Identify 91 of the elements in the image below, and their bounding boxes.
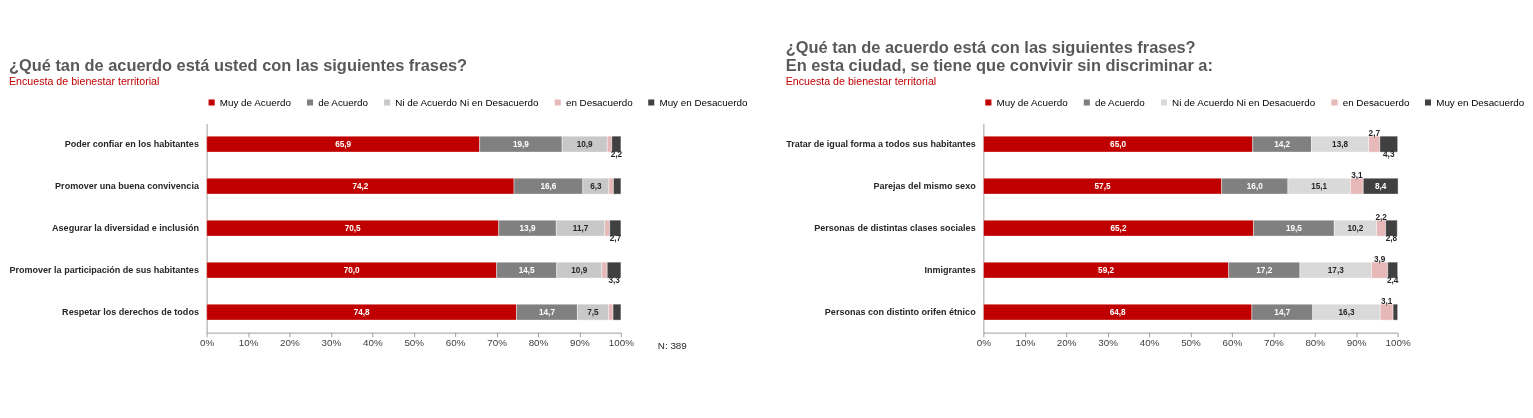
y-tick-label: Poder confiar en los habitantes [64, 138, 199, 149]
data-label: 70,0 [343, 265, 361, 275]
data-label: 14,7 [539, 307, 556, 317]
data-label: 13,9 [519, 223, 536, 233]
legend-label: de Acuerdo [318, 96, 369, 108]
legend-label: de Acuerdo [1095, 96, 1146, 108]
data-label: 74,2 [352, 181, 369, 191]
text: Encuesta de bienestar territorial [785, 75, 937, 87]
x-tick-label: 40% [1139, 337, 1160, 349]
y-tick-label: Tratar de igual forma a todos sus habitantes [786, 138, 976, 149]
data-label: 10,9 [576, 139, 594, 149]
chart-title: ¿Qué tan de acuerdo está usted con las siguientes frases? [8, 56, 468, 75]
data-label: 16,0 [1246, 181, 1264, 191]
legend-label: Muy de Acuerdo [996, 96, 1069, 108]
x-tick-label: 0% [200, 337, 215, 349]
legend-label: en Desacuerdo [1342, 96, 1410, 108]
y-tick-label: Respetar los derechos de todos [62, 306, 199, 317]
data-label: 16,6 [540, 181, 557, 191]
data-label: 15,1 [1311, 181, 1328, 191]
data-label: 2,8 [1385, 234, 1398, 244]
x-tick-label: 70% [487, 337, 508, 349]
y-tick-label: Asegurar la diversidad e inclusión [52, 222, 199, 233]
data-label: 8,4 [1374, 181, 1387, 191]
data-label: 59,2 [1098, 265, 1115, 275]
legend-label: Muy en Desacuerdo [1436, 96, 1525, 108]
y-tick-label: Personas con distinto orifen étnico [824, 306, 977, 317]
x-tick-label: 100% [608, 337, 635, 349]
x-tick-label: 50% [404, 337, 425, 349]
x-tick-label: 70% [1263, 337, 1284, 349]
data-label: 7,5 [587, 307, 600, 317]
data-label: 14,5 [518, 265, 536, 275]
data-label: 64,8 [1109, 307, 1127, 317]
x-tick-label: 60% [445, 337, 466, 349]
data-label: 2,7 [609, 234, 622, 244]
x-tick-label: 90% [1346, 337, 1367, 349]
text: Encuesta de bienestar territorial [8, 75, 160, 87]
data-label: 19,9 [512, 139, 530, 149]
data-label: 57,5 [1094, 181, 1111, 191]
data-label: 2,2 [610, 150, 623, 160]
x-tick-label: 10% [1015, 337, 1036, 349]
x-tick-label: 20% [1056, 337, 1077, 349]
data-label: 10,9 [571, 265, 588, 275]
data-label: 14,7 [1274, 307, 1291, 317]
data-label: 6,3 [590, 181, 602, 191]
x-tick-label: 20% [280, 337, 301, 349]
data-label: 13,8 [1332, 139, 1349, 149]
x-tick-label: 100% [1385, 337, 1411, 349]
x-tick-label: 90% [570, 337, 590, 349]
data-label: 65,9 [335, 139, 352, 149]
bar [612, 303, 622, 321]
data-label: 4,3 [1383, 150, 1395, 160]
text: N: 389 [657, 340, 687, 352]
data-label: 3,3 [608, 276, 621, 286]
data-label: 19,5 [1285, 223, 1303, 233]
data-label: 16,3 [1338, 307, 1355, 317]
data-label: 3,1 [1351, 170, 1363, 180]
data-label: 17,3 [1327, 265, 1345, 275]
y-tick-label: Inmigrantes [924, 264, 976, 275]
legend-label: Muy de Acuerdo [219, 96, 292, 108]
x-tick-label: 80% [528, 337, 549, 349]
x-tick-label: 50% [1181, 337, 1202, 349]
data-label: 70,5 [344, 223, 362, 233]
x-tick-label: 60% [1222, 337, 1243, 349]
data-label: 65,2 [1110, 223, 1127, 233]
data-label: 74,8 [353, 307, 371, 317]
x-tick-label: 80% [1305, 337, 1326, 349]
y-tick-label: Promover la participación de sus habitantes [9, 264, 199, 275]
x-tick-label: 40% [362, 337, 383, 349]
x-tick-label: 10% [238, 337, 259, 349]
data-label: 65,0 [1110, 139, 1127, 149]
data-label: 11,7 [572, 223, 589, 233]
data-label: 3,9 [1373, 254, 1386, 264]
chart-title: ¿Qué tan de acuerdo está con las siguientes frases? En esta ciudad, se tiene que convivir sin discriminar a: [785, 38, 1213, 75]
y-tick-label: Promover una buena convivencia [55, 180, 200, 191]
data-label: 2,7 [1368, 128, 1381, 138]
legend-label: Ni de Acuerdo Ni en Desacuerdo [395, 96, 540, 108]
data-label: 17,2 [1256, 265, 1273, 275]
bar [611, 135, 622, 153]
data-label: 2,4 [1387, 276, 1399, 286]
data-label: 3,1 [1380, 296, 1393, 306]
legend-label: en Desacuerdo [565, 96, 634, 108]
data-label: 14,2 [1274, 139, 1291, 149]
x-tick-label: 30% [1098, 337, 1119, 349]
data-label: 2,2 [1375, 212, 1388, 222]
y-tick-label: Personas de distintas clases sociales [814, 222, 976, 233]
x-tick-label: 30% [321, 337, 342, 349]
x-tick-label: 0% [976, 337, 992, 349]
y-tick-label: Parejas del mismo sexo [873, 180, 977, 191]
legend-label: Ni de Acuerdo Ni en Desacuerdo [1172, 96, 1316, 108]
legend-label: Muy en Desacuerdo [659, 96, 748, 108]
data-label: 10,2 [1347, 223, 1364, 233]
